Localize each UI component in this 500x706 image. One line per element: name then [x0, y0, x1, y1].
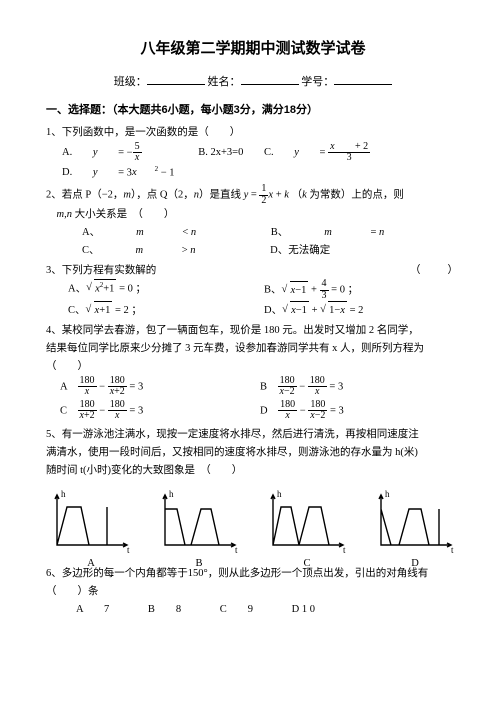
q1-options: A. y = −5x B. 2x+3=0 C. y = x + 23 D. y … [62, 142, 460, 182]
q6-stem: 6、多边形的每一个内角都等于150°，则从此多边形一个顶点出发，引出的对角线有（… [46, 565, 460, 601]
q1-D: D. y = 3x2 − 1 [62, 164, 175, 182]
q2-B: B、m = n [271, 224, 421, 242]
q5: 5、有一游泳池注满水，现按一定速度将水排尽，然后进行清洗，再按相同速度注 满清水… [46, 426, 460, 564]
label-name: 姓名： [208, 76, 241, 88]
label-class: 班级： [114, 76, 147, 88]
q4-l3: （ ） [46, 358, 460, 376]
q4-D: D 180x − 180x−2 = 3 [260, 400, 460, 422]
q4-B: B 180x−2 − 180x = 3 [260, 376, 460, 398]
q6-options: A 7 B 8 C 9 D 1 0 [76, 601, 460, 619]
q4-l1: 4、某校同学去春游，包了一辆面包车，现价是 180 元。出发时又增加 2 名同学… [46, 322, 460, 340]
q4: 4、某校同学去春游，包了一辆面包车，现价是 180 元。出发时又增加 2 名同学… [46, 322, 460, 424]
chart-D-path [379, 495, 451, 547]
q3-D: D、x−1 + 1−x = 2 [264, 301, 460, 320]
svg-text:t: t [451, 545, 454, 555]
q2-D: D、无法确定 [270, 242, 330, 260]
blank-class[interactable] [147, 72, 205, 85]
chart-C-path [271, 495, 343, 547]
q4-options: A 180x − 180x+2 = 3 B 180x−2 − 180x = 3 … [60, 376, 460, 424]
label-id: 学号： [301, 76, 334, 88]
exam-page: 八年级第二学期期中测试数学试卷 班级： 姓名： 学号： 一、选择题：（本大题共6… [0, 0, 500, 706]
chart-D: h t D [370, 485, 460, 563]
q3: 3、下列方程有实数解的 （ ） A、x2+1 = 0 ； B、x−1 + 43 … [46, 262, 460, 321]
chart-C: h t C [262, 485, 352, 563]
blank-id[interactable] [334, 72, 392, 85]
q3-paren: （ ） [410, 262, 460, 280]
svg-text:h: h [385, 489, 390, 499]
q6-C: C 9 [220, 601, 253, 619]
q5-l2: 满清水，使用一段时间后，又按相同的速度将水排尽，则游泳池的存水量为 h(米) [46, 444, 460, 462]
q2-options: A、m < n B、m = n C、m > n D、无法确定 [82, 224, 460, 260]
q1: 1、下列函数中，是一次函数的是（ ） A. y = −5x B. 2x+3=0 … [46, 124, 460, 182]
q5-charts: h t A h t B h t C [46, 485, 460, 563]
q1-B: B. 2x+3=0 [198, 144, 243, 162]
chart-B-path [163, 495, 235, 547]
q6-B: B 8 [148, 601, 181, 619]
q4-l2: 结果每位同学比原来少分摊了 3 元车费，设参加春游同学共有 x 人，则所列方程为 [46, 340, 460, 358]
page-title: 八年级第二学期期中测试数学试卷 [46, 36, 460, 62]
q5-l1: 5、有一游泳池注满水，现按一定速度将水排尽，然后进行清洗，再按相同速度注 [46, 426, 460, 444]
q5-l3: 随时间 t(小时)变化的大致图象是 （ ） [46, 462, 460, 480]
q1-C: C. y = x + 23 [264, 142, 406, 164]
q6-A: A 7 [76, 601, 109, 619]
q2-A: A、m < n [82, 224, 232, 242]
q3-stem-row: 3、下列方程有实数解的 （ ） [46, 262, 460, 280]
student-info: 班级： 姓名： 学号： [46, 72, 460, 92]
blank-name[interactable] [241, 72, 299, 85]
q6-D: D 1 0 [292, 601, 315, 619]
svg-text:t: t [343, 545, 346, 555]
q3-C: C、x+1 = 2 ； [68, 301, 264, 320]
q3-stem: 3、下列方程有实数解的 [46, 262, 156, 280]
chart-A: h t A [46, 485, 136, 563]
axis-h-label: h [61, 489, 66, 499]
svg-text:h: h [277, 489, 282, 499]
svg-text:t: t [235, 545, 238, 555]
q6: 6、多边形的每一个内角都等于150°，则从此多边形一个顶点出发，引出的对角线有（… [46, 565, 460, 619]
q2-C: C、m > n [82, 242, 232, 260]
svg-text:h: h [169, 489, 174, 499]
q2-line1: 2、若点 P（−2，m），点 Q（2，n）是直线 y = 12x + k （k … [46, 184, 460, 206]
q1-stem: 1、下列函数中，是一次函数的是（ ） [46, 124, 460, 142]
q4-A: A 180x − 180x+2 = 3 [60, 376, 260, 398]
q3-B: B、x−1 + 43 = 0 ； [264, 279, 460, 301]
q3-options: A、x2+1 = 0 ； B、x−1 + 43 = 0 ； C、x+1 = 2 … [68, 279, 460, 320]
axis-t-label: t [127, 545, 130, 555]
q3-A: A、x2+1 = 0 ； [68, 279, 264, 301]
q2-line2: m,n 大小关系是 （ ） [46, 206, 460, 224]
q2: 2、若点 P（−2，m），点 Q（2，n）是直线 y = 12x + k （k … [46, 184, 460, 260]
q4-C: C 180x+2 − 180x = 3 [60, 400, 260, 422]
q1-A: A. y = −5x [62, 142, 178, 164]
chart-A-path [55, 495, 127, 547]
section-1-heading: 一、选择题：（本大题共6小题，每小题3分，满分18分） [46, 101, 460, 120]
chart-B: h t B [154, 485, 244, 563]
